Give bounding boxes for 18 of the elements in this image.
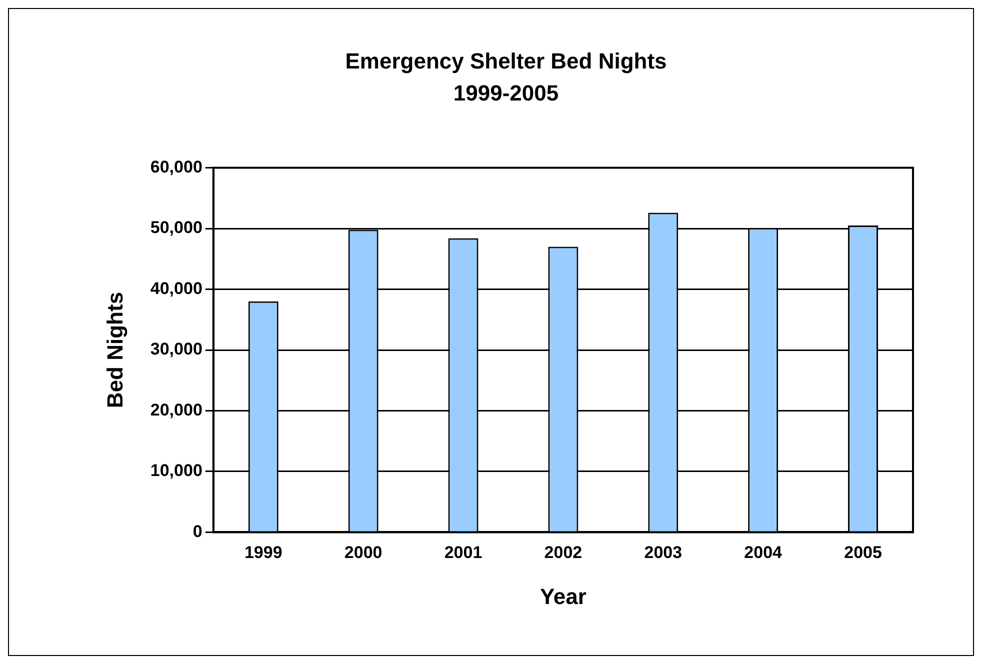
- y-tick-label: 0: [192, 522, 202, 541]
- y-tick-label: 20,000: [150, 400, 202, 420]
- x-axis-title: Year: [540, 584, 587, 609]
- chart-title: Emergency Shelter Bed Nights: [345, 48, 667, 74]
- y-tick-label: 10,000: [150, 461, 202, 480]
- x-tick-label: 2002: [544, 543, 582, 562]
- y-tick-label: 60,000: [150, 157, 202, 176]
- y-tick-label: 40,000: [150, 278, 202, 298]
- x-tick-label: 2004: [744, 543, 783, 562]
- x-tick-label: 2001: [444, 543, 482, 562]
- y-axis-title: Bed Nights: [102, 292, 128, 408]
- x-tick-label: 2003: [644, 543, 682, 562]
- y-tick-label: 30,000: [150, 340, 202, 359]
- x-tick-label: 1999: [244, 543, 282, 562]
- x-tick-label: 2000: [344, 543, 382, 562]
- y-tick-label: 50,000: [150, 218, 202, 238]
- chart-subtitle: 1999-2005: [453, 80, 559, 106]
- x-tick-label: 2005: [844, 543, 882, 562]
